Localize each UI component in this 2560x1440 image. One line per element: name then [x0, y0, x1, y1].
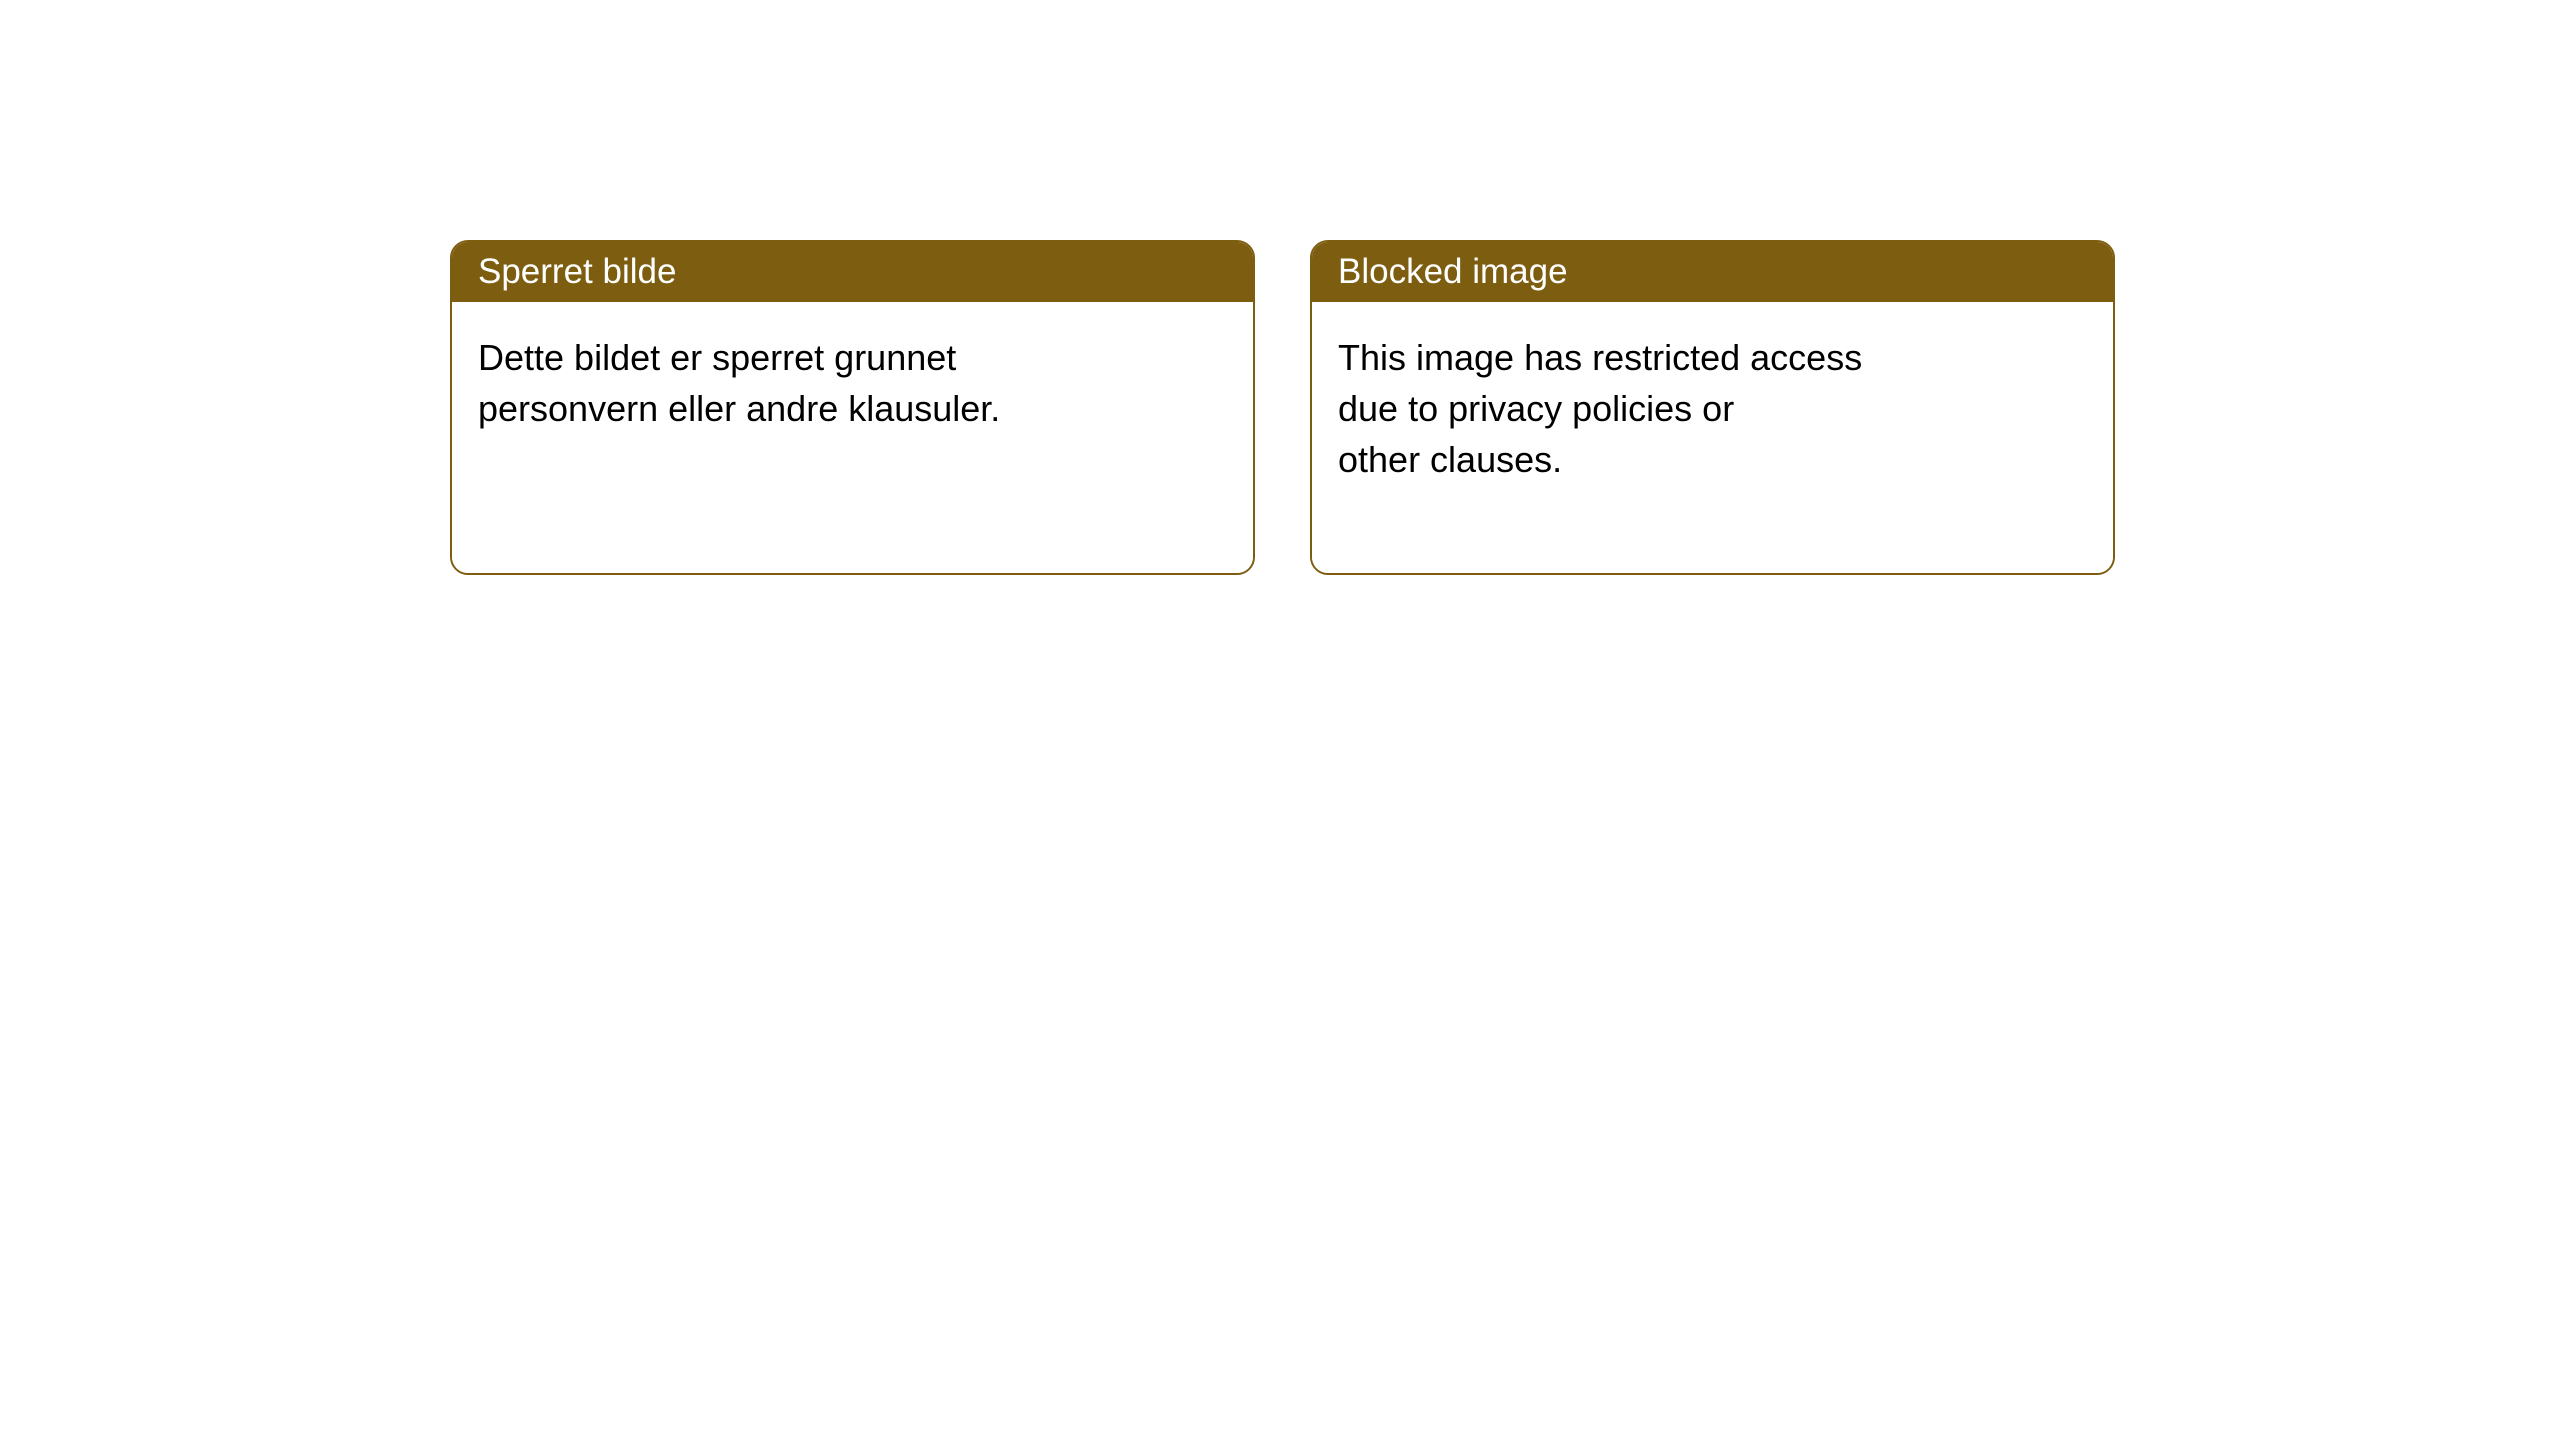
card-text-english: This image has restricted access due to … [1338, 332, 2087, 485]
card-title-english: Blocked image [1338, 252, 1568, 292]
card-text-norwegian: Dette bildet er sperret grunnet personve… [478, 332, 1227, 434]
blocked-image-card-norwegian: Sperret bilde Dette bildet er sperret gr… [450, 240, 1255, 575]
card-header-norwegian: Sperret bilde [452, 242, 1253, 302]
card-title-norwegian: Sperret bilde [478, 252, 676, 292]
blocked-image-notices: Sperret bilde Dette bildet er sperret gr… [450, 240, 2115, 575]
card-header-english: Blocked image [1312, 242, 2113, 302]
card-body-norwegian: Dette bildet er sperret grunnet personve… [452, 302, 1253, 573]
card-body-english: This image has restricted access due to … [1312, 302, 2113, 573]
blocked-image-card-english: Blocked image This image has restricted … [1310, 240, 2115, 575]
